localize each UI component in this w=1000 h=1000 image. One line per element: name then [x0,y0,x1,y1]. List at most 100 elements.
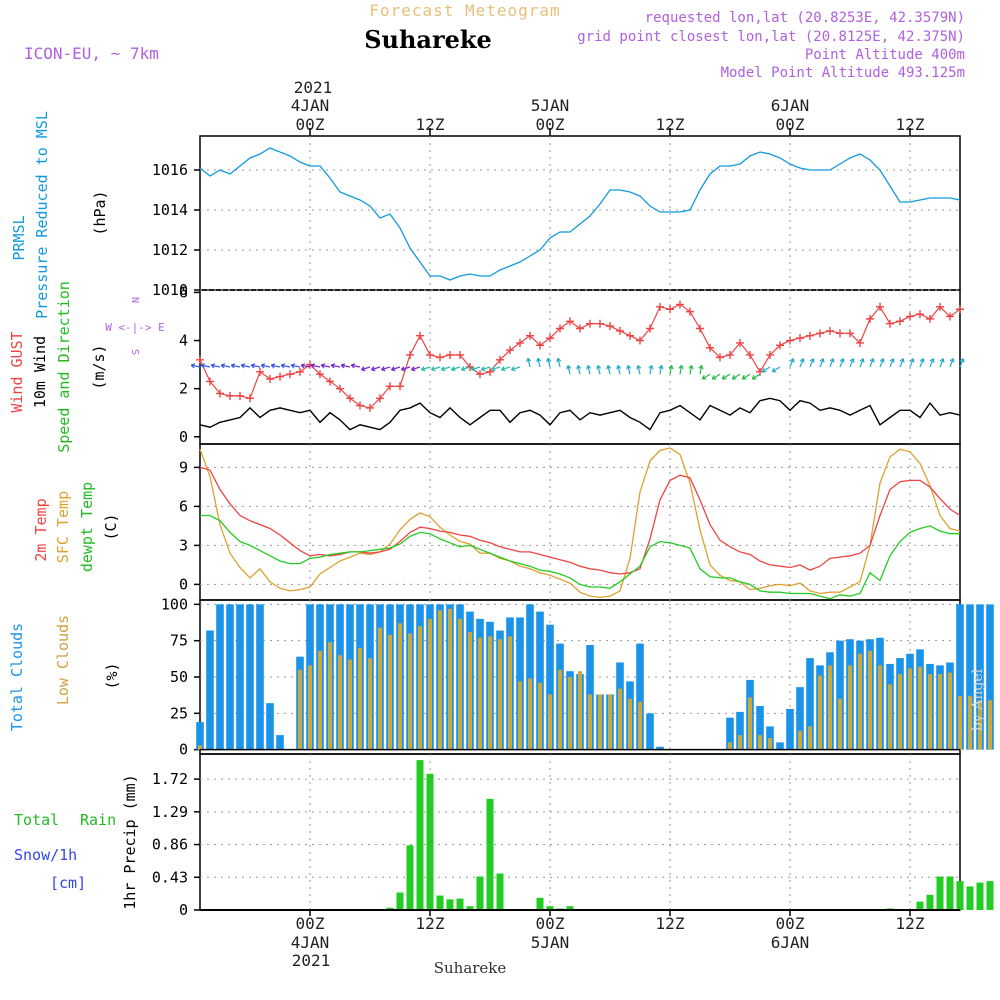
wind-direction-arrow [751,373,761,380]
gust-marker [766,350,774,359]
total-cloud-bar [646,713,654,750]
wind-direction-arrow [899,358,904,368]
wind-arrow-head [648,364,654,370]
wind-direction-arrow [351,364,361,368]
low-cloud-bar [568,677,572,750]
wind-arrow-head [626,365,632,370]
wind-direction-arrow [341,364,351,368]
y-tick-label: 0 [179,901,188,919]
gust-marker [206,377,214,386]
rain-bar [546,906,554,910]
low-cloud-bar [298,669,302,750]
gust-marker [236,391,244,400]
gust-marker [516,338,524,347]
rain-bar [406,845,414,910]
gust-marker [586,319,594,328]
low-cloud-bar [578,671,582,750]
sfc-temp-line [199,447,961,599]
y-tick-label: 4 [179,332,188,350]
wind-arrow-head [260,363,266,369]
low-cloud-bar [948,672,952,750]
low-cloud-bar [448,608,452,750]
wind-direction-arrow [547,358,551,368]
low-cloud-bar [558,669,562,750]
total-cloud-bar [736,711,744,750]
total-cloud-bar [956,604,964,750]
y-tick-label: 100 [161,595,188,613]
wind-direction-arrow [829,358,834,368]
y-tick-label: 0 [179,428,188,446]
y-tick-label: 25 [170,704,188,722]
rain-bar [486,798,494,910]
wind-10m-line [199,397,961,431]
gust-marker [656,302,664,311]
gust-marker [936,302,944,311]
gust-marker [896,317,904,326]
wind-direction-arrow [501,366,511,371]
wind-direction-arrow [311,364,321,368]
low-cloud-bar [538,682,542,750]
compass-s: S [129,349,140,355]
gust-marker [366,403,374,412]
gust-marker [446,350,454,359]
wind-direction-arrow [689,365,693,375]
total-cloud-bar [546,624,554,750]
wind-arrow-head [839,358,845,363]
low-cloud-bar [958,695,962,750]
gust-marker [546,334,554,343]
gust-marker [956,305,964,314]
gust-marker [846,329,854,338]
location-title: Suhareke [364,25,492,54]
wind-arrow-head [536,357,542,363]
wind-arrow-head [668,364,674,370]
wind-arrow-head [606,365,612,370]
wind-direction-arrow [711,373,721,380]
rain-bar [416,760,424,910]
y-tick-label: 1014 [152,201,188,219]
wind-direction-arrow [859,358,864,368]
gust-marker [906,312,914,321]
total-cloud-bar [226,604,234,750]
rain-bar [976,882,984,910]
wind-arrow-head [761,367,767,373]
prmsl-line [199,147,961,281]
bottom-year-label: 2021 [292,951,331,970]
wind-arrow-head [789,358,795,363]
low-cloud-bar [968,695,972,750]
rain-bar [466,906,474,910]
rain-bar [986,881,994,910]
wind-direction-arrow [471,366,481,371]
low-cloud-bar [878,665,882,750]
wind-arrow-head [310,363,316,369]
footer-location: Suhareke [434,959,507,977]
low-cloud-bar [338,655,342,750]
wind-arrow-head [320,363,326,369]
low-cloud-bar [368,658,372,750]
wind-direction-arrow [231,364,241,368]
wind-direction-arrow [241,364,251,368]
clouds-panel: 100 75 50 25 0 [161,595,994,759]
wind-arrow-head [220,363,226,369]
low-cloud-bar [478,637,482,750]
top-date-label: 4JAN [291,96,330,115]
wind-arrow-head [420,366,426,372]
low-cloud-bar [488,636,492,750]
gust-marker [736,338,744,347]
wind-direction-arrow [557,358,561,368]
top-year-label: 2021 [294,78,333,97]
wind-arrow-head [771,367,777,373]
gust-marker [426,350,434,359]
y-tick-label: 3 [179,536,188,554]
y-tick-label: 9 [179,458,188,476]
gust-marker [726,350,734,359]
wind-direction-arrow [441,366,451,371]
gust-marker [696,324,704,333]
wind-arrow-head [470,366,476,372]
rain-bar [436,895,444,910]
gust-marker [526,331,534,340]
total-cloud-bar [206,630,214,750]
temp-sfc-label: SFC Temp [54,491,72,563]
low-cloud-bar [428,618,432,750]
low-cloud-bar [598,694,602,750]
